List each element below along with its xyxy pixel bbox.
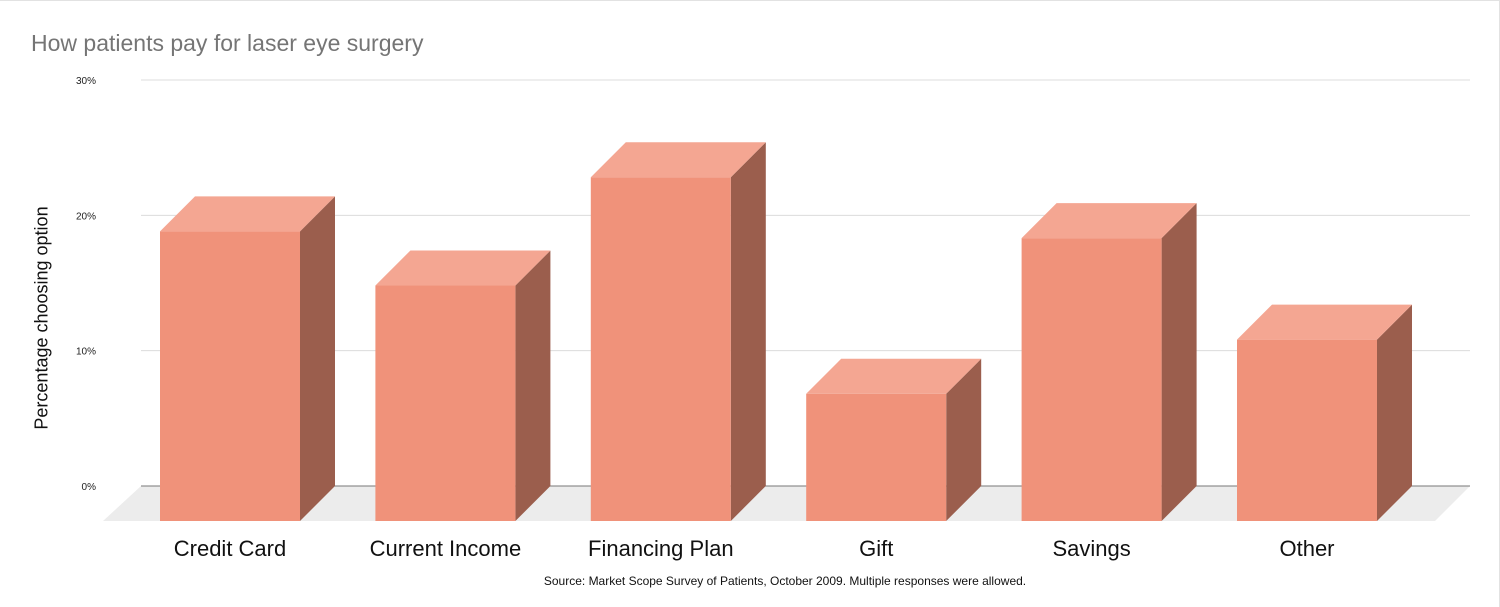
bar-top — [1021, 203, 1197, 239]
x-tick-label: Savings — [1052, 536, 1130, 561]
bar — [375, 285, 516, 521]
source-note: Source: Market Scope Survey of Patients,… — [543, 574, 1027, 588]
bar — [1021, 238, 1162, 522]
bar-top — [375, 250, 551, 286]
bar-top — [806, 358, 982, 394]
x-tick-label: Credit Card — [174, 536, 286, 561]
y-tick-label: 10% — [76, 347, 96, 358]
bar — [1237, 339, 1377, 521]
chart-title: How patients pay for laser eye surgery — [31, 30, 424, 56]
bar-top — [1237, 304, 1412, 340]
x-tick-label: Current Income — [370, 536, 522, 561]
y-tick-label: 20% — [76, 211, 96, 222]
bar-side — [946, 358, 982, 521]
bar-side — [730, 142, 766, 521]
bar-top — [590, 142, 766, 178]
bar-side — [1161, 203, 1197, 522]
bar — [590, 177, 731, 521]
bar — [806, 393, 947, 521]
x-tick-label: Gift — [859, 536, 893, 561]
bar-side — [1377, 304, 1412, 521]
bar-side — [300, 196, 335, 522]
x-tick-label: Other — [1279, 536, 1334, 561]
y-tick-label: 30% — [76, 76, 96, 87]
x-tick-label: Financing Plan — [588, 536, 734, 561]
bar-top — [160, 196, 335, 232]
bar-side — [515, 250, 551, 521]
y-tick-label: 0% — [82, 482, 97, 493]
bar — [160, 231, 300, 522]
